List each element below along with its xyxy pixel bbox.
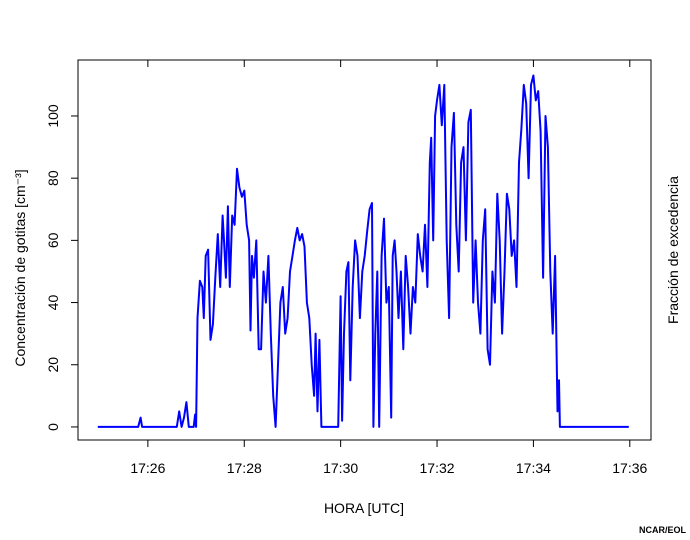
y-tick-label: 80 <box>45 170 61 186</box>
y-tick-label: 60 <box>45 232 61 248</box>
y-tick-label: 100 <box>45 104 61 128</box>
x-tick-label: 17:30 <box>323 460 358 476</box>
credit: NCAR/EOL <box>639 525 687 535</box>
data-line <box>97 74 629 428</box>
x-tick-label: 17:28 <box>227 460 262 476</box>
y-axis-label: Concentración de gotitas [cm⁻³] <box>12 169 28 366</box>
x-tick-label: 17:26 <box>130 460 165 476</box>
y-tick-label: 40 <box>45 295 61 311</box>
y2-axis-label: Fracción de excedencia <box>665 176 681 324</box>
x-axis-label: HORA [UTC] <box>324 500 404 516</box>
y-tick-label: 0 <box>45 423 61 431</box>
y-tick-label: 20 <box>45 357 61 373</box>
x-tick-label: 17:36 <box>612 460 647 476</box>
x-tick-label: 17:32 <box>420 460 455 476</box>
x-tick-label: 17:34 <box>516 460 551 476</box>
plot-frame <box>77 59 652 441</box>
